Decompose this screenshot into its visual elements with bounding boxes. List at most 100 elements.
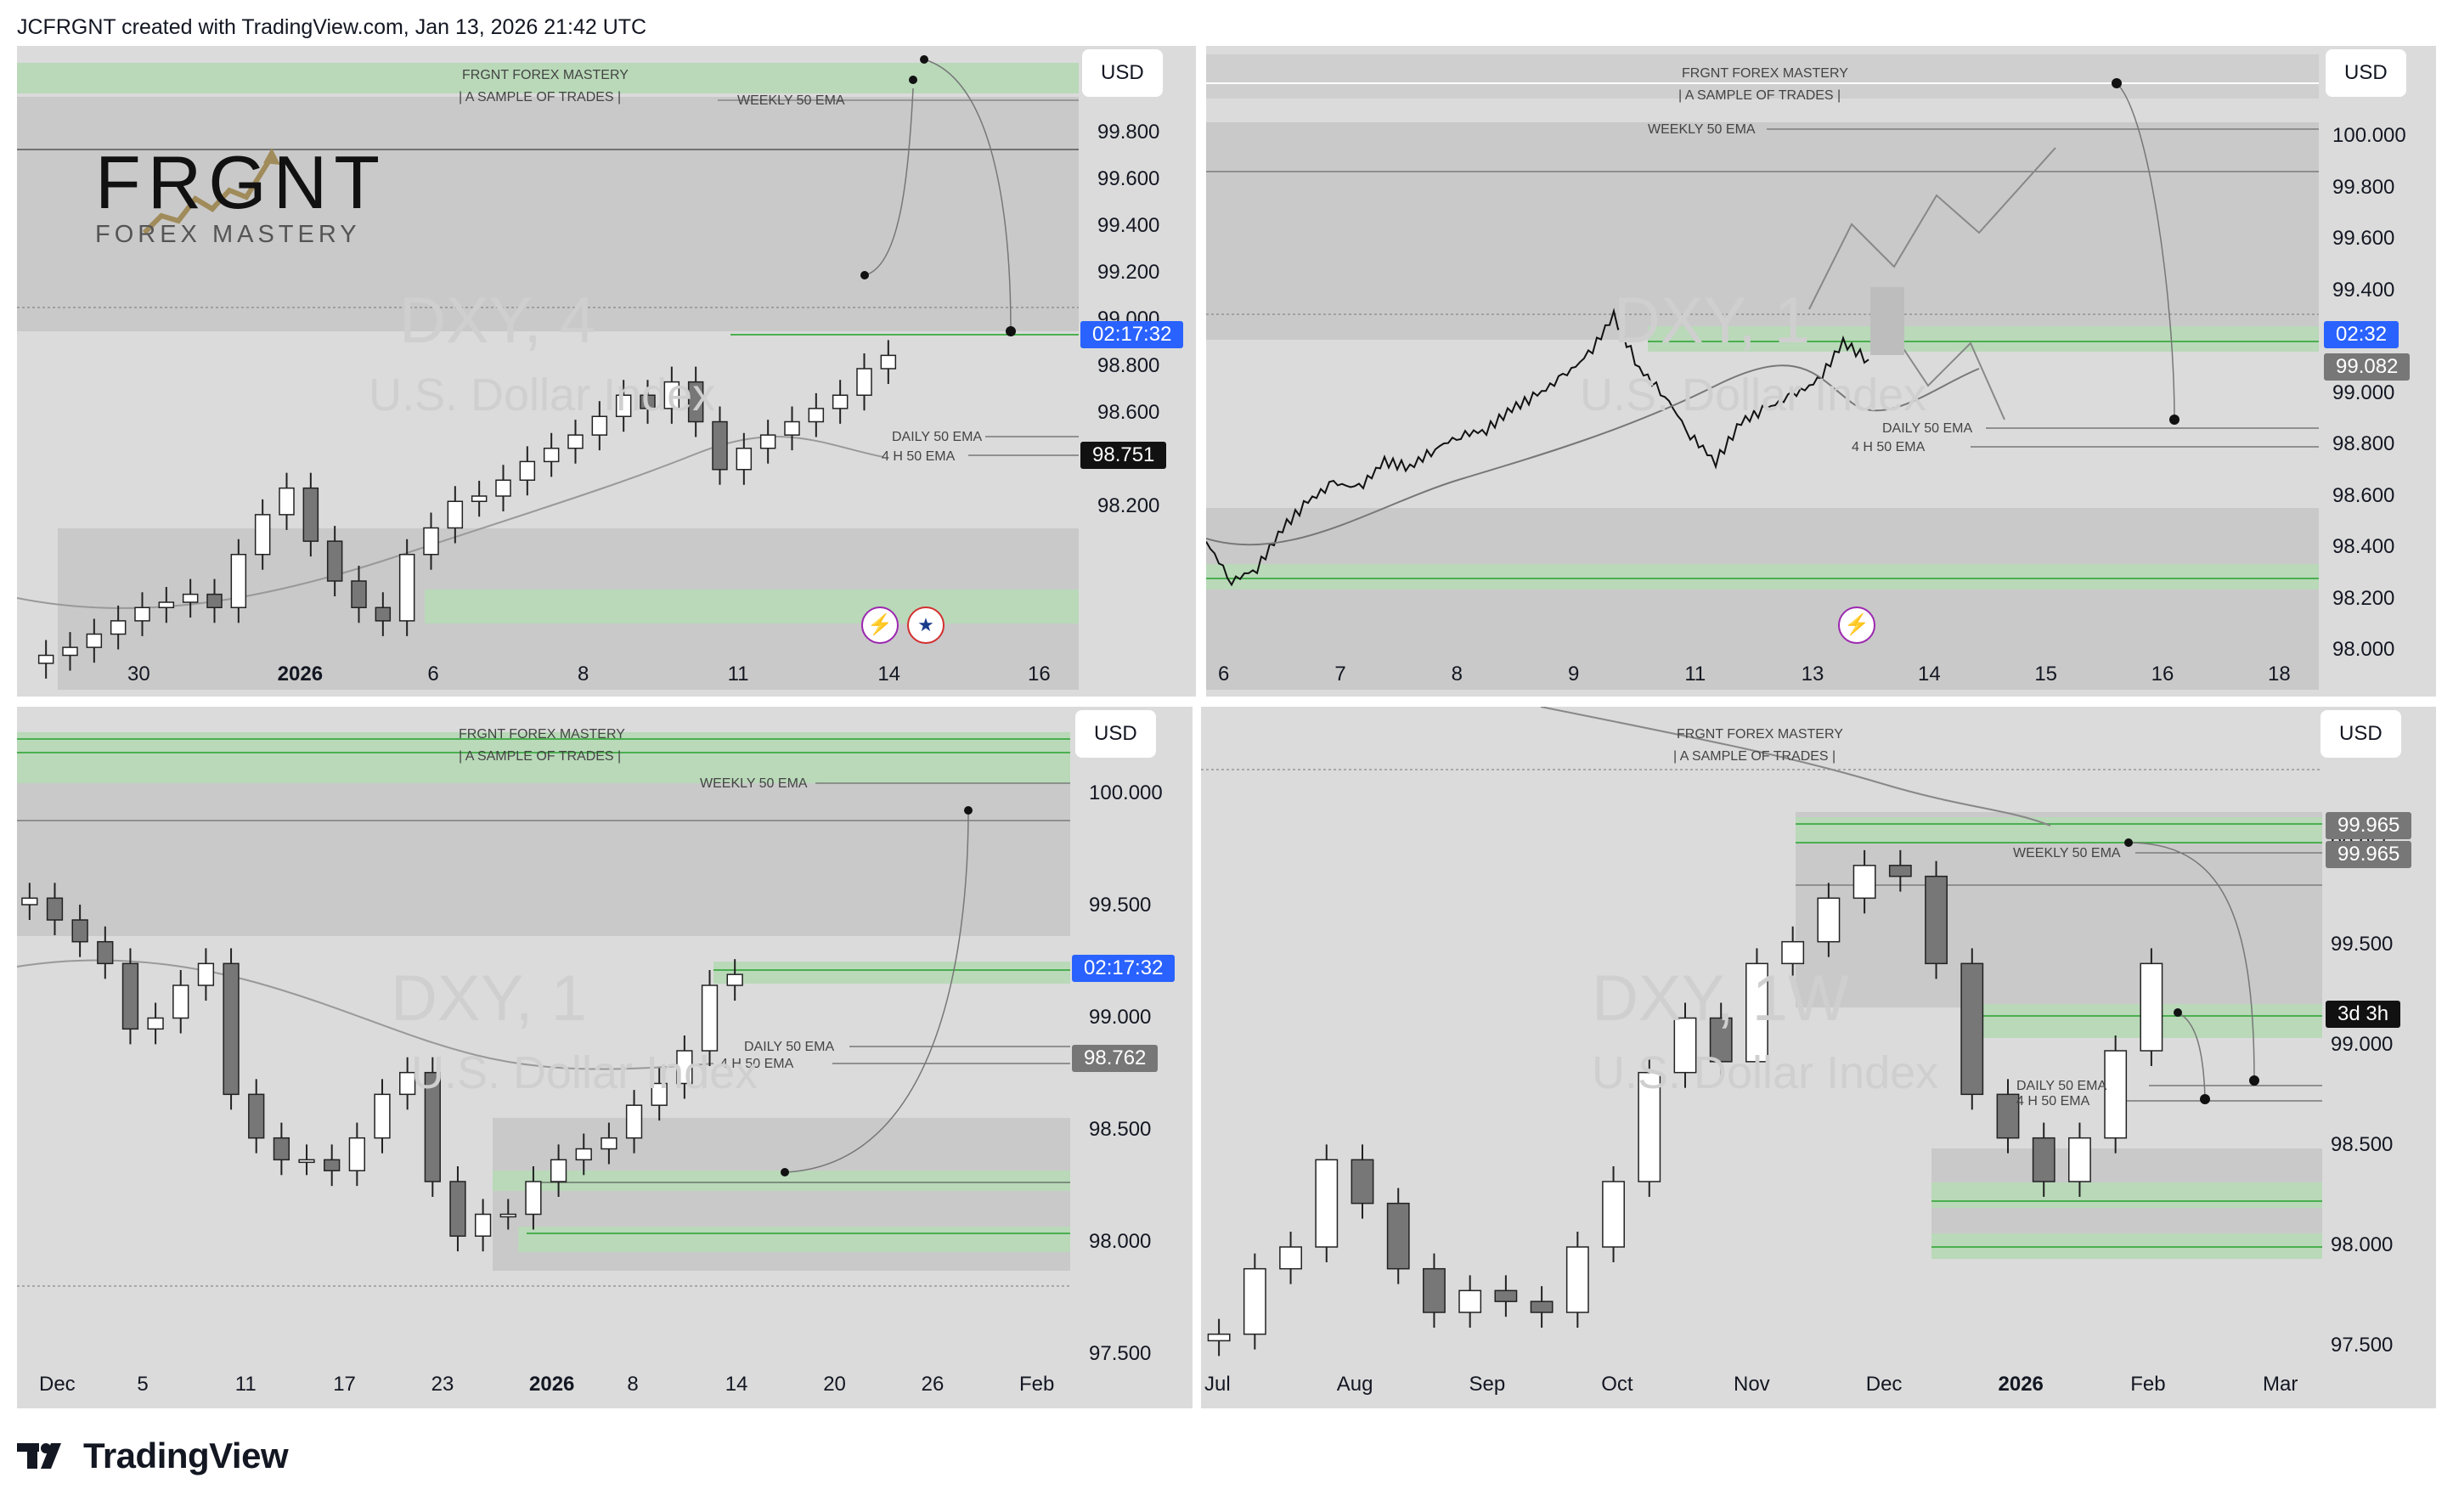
projection-arrow xyxy=(2177,1012,2206,1098)
green-zone xyxy=(17,63,1079,93)
green-zone xyxy=(1648,326,2319,352)
brand-name: FRGNT xyxy=(95,140,387,224)
time-tick-label: 18 xyxy=(2268,663,2291,685)
candle-body xyxy=(351,580,367,608)
price-tick-label: 99.800 xyxy=(1097,121,1160,144)
time-tick-label: 17 xyxy=(333,1373,356,1396)
candle-body xyxy=(759,434,776,449)
time-tick-label: 14 xyxy=(725,1373,748,1396)
candle-body xyxy=(21,897,38,906)
time-tick-label: 16 xyxy=(1028,663,1051,685)
time-tick-label: Nov xyxy=(1734,1373,1770,1396)
candle-body xyxy=(687,381,704,423)
panel-title: FRGNT FOREX MASTERY xyxy=(1677,727,1843,742)
candle-body xyxy=(172,984,189,1019)
chart-svg-top-left xyxy=(17,55,1079,690)
time-tick-label: 6 xyxy=(427,663,439,685)
price-tick-label: 98.800 xyxy=(2332,432,2395,455)
h4-ema-label: 4 H 50 EMA xyxy=(720,1057,794,1071)
price-tick-label: 98.000 xyxy=(2331,1233,2394,1256)
ema-curve xyxy=(1540,707,2051,827)
candle-body xyxy=(223,962,240,1096)
time-tick-label: 26 xyxy=(921,1373,945,1396)
countdown-label: 02:17:32 xyxy=(1072,955,1176,982)
chart-svg-bottom-left xyxy=(17,732,1070,1287)
candle-body xyxy=(567,434,584,449)
time-tick-label: Dec xyxy=(39,1373,76,1396)
weekly-ema-label: WEEKLY 50 EMA xyxy=(700,776,808,791)
time-tick-label: Aug xyxy=(1336,1373,1373,1396)
currency-button[interactable]: USD xyxy=(2320,710,2401,758)
countdown-label: 3d 3h xyxy=(2326,1001,2401,1028)
candle-body xyxy=(2032,1137,2055,1182)
trade-marker xyxy=(781,1168,789,1176)
candle-body xyxy=(423,527,439,556)
trade-marker xyxy=(2200,1094,2210,1104)
candle-body xyxy=(1315,1159,1339,1248)
time-tick-label: Oct xyxy=(1601,1373,1633,1396)
price-tick-label: 98.000 xyxy=(1089,1230,1152,1253)
time-tick-label: 6 xyxy=(1218,663,1230,685)
candle-body xyxy=(1673,1017,1697,1074)
candle-body xyxy=(1530,1300,1554,1313)
attribution-header: JCFRGNT created with TradingView.com, Ja… xyxy=(17,15,647,39)
candle-body xyxy=(279,487,295,516)
candle-body xyxy=(182,593,199,603)
gray-zone xyxy=(1206,54,2319,99)
tradingview-logo[interactable]: TradingView xyxy=(17,1436,289,1476)
price-tick-label: 97.500 xyxy=(2331,1334,2394,1357)
daily-ema-label: DAILY 50 EMA xyxy=(744,1040,835,1054)
candle-body xyxy=(543,448,560,463)
currency-button[interactable]: USD xyxy=(1082,49,1163,97)
panel-subtitle: | A SAMPLE OF TRADES | xyxy=(459,749,622,764)
candle-body xyxy=(880,354,897,370)
price-tick-label: 100.000 xyxy=(1089,781,1163,804)
candle-body xyxy=(147,1017,164,1030)
projection-path xyxy=(1808,147,2056,310)
candle-body xyxy=(2068,1137,2091,1182)
lightning-icon[interactable]: ⚡ xyxy=(1838,606,1875,644)
time-tick-label: 20 xyxy=(823,1373,846,1396)
time-tick-label: 2026 xyxy=(1998,1373,2044,1396)
time-tick-label: 2026 xyxy=(529,1373,575,1396)
candle-body xyxy=(601,1137,617,1150)
time-tick-label: 16 xyxy=(2151,663,2174,685)
chart-panel-bottom-right[interactable]: FRGNT FOREX MASTERY | A SAMPLE OF TRADES… xyxy=(1201,707,2436,1408)
last-price-label: 99.965 xyxy=(2326,812,2412,839)
weekly-ema-label: WEEKLY 50 EMA xyxy=(2013,846,2121,860)
chart-panel-top-right[interactable]: FRGNT FOREX MASTERY | A SAMPLE OF TRADES… xyxy=(1206,46,2436,697)
green-zone xyxy=(713,962,1070,984)
trade-marker xyxy=(2174,1008,2182,1017)
currency-button[interactable]: USD xyxy=(2326,49,2406,97)
us-flag-icon[interactable]: ★ xyxy=(907,606,945,644)
ema-price-label: 99.965 xyxy=(2326,841,2412,868)
price-tick-label: 99.500 xyxy=(2331,933,2394,956)
candle-body xyxy=(663,381,680,409)
lightning-icon[interactable]: ⚡ xyxy=(861,606,899,644)
price-tick-label: 100.000 xyxy=(2332,124,2406,147)
candle-body xyxy=(1602,1181,1625,1248)
projection-arrow xyxy=(2128,842,2255,1081)
panel-subtitle: | A SAMPLE OF TRADES | xyxy=(459,90,622,104)
price-tick-label: 98.600 xyxy=(1097,401,1160,424)
time-tick-label: 30 xyxy=(127,663,150,685)
tradingview-icon xyxy=(17,1443,61,1469)
trade-marker xyxy=(2112,78,2122,88)
last-price-label: 99.082 xyxy=(2324,353,2411,381)
chart-panel-bottom-left[interactable]: FRGNT FOREX MASTERY | A SAMPLE OF TRADES… xyxy=(17,707,1193,1408)
candles-bottom-left xyxy=(21,883,743,1252)
candle-body xyxy=(121,962,139,1030)
candle-body xyxy=(230,554,247,608)
candle-body xyxy=(2140,962,2163,1052)
panel-subtitle: | A SAMPLE OF TRADES | xyxy=(1673,749,1836,764)
time-tick-label: 8 xyxy=(627,1373,639,1396)
currency-button[interactable]: USD xyxy=(1075,710,1156,758)
candle-body xyxy=(808,408,825,423)
panel-title: FRGNT FOREX MASTERY xyxy=(459,727,625,742)
candle-body xyxy=(1351,1159,1374,1205)
candle-body xyxy=(1243,1267,1266,1335)
price-tick-label: 98.500 xyxy=(1089,1118,1152,1141)
candle-body xyxy=(110,620,127,635)
time-tick-label: 11 xyxy=(1684,663,1706,685)
chart-panel-top-left[interactable]: FRGNT FOREX MASTERY | A SAMPLE OF TRADES… xyxy=(17,46,1196,697)
